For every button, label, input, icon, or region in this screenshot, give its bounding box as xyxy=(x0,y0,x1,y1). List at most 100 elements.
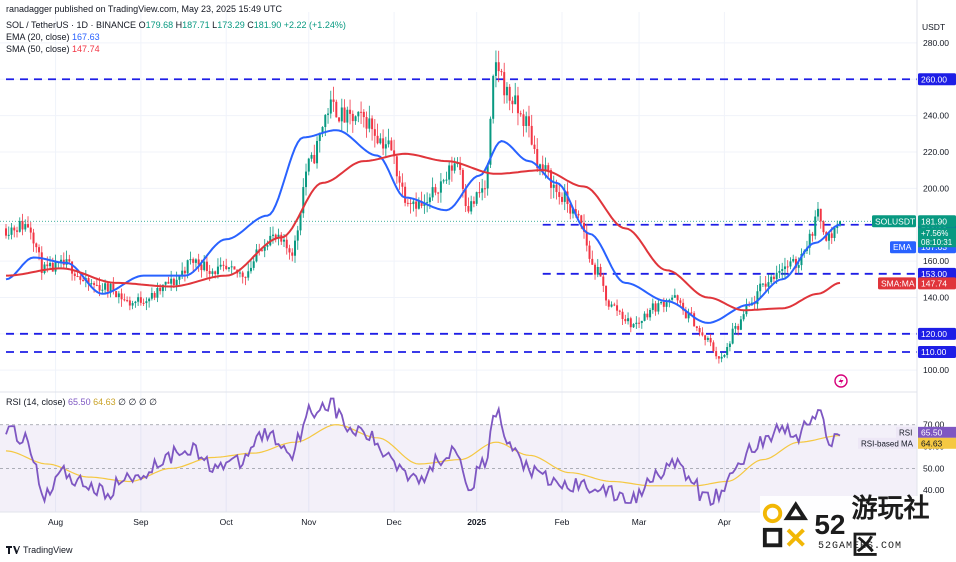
candle-body xyxy=(46,264,49,267)
candle-body xyxy=(563,191,566,202)
candle-body xyxy=(5,228,7,236)
candle-body xyxy=(786,266,789,268)
candle-body xyxy=(538,164,541,169)
candle-body xyxy=(40,252,43,273)
candle-body xyxy=(739,319,742,330)
candle-body xyxy=(241,272,244,277)
candle-body xyxy=(29,227,32,233)
candle-body xyxy=(489,118,492,165)
high-label: H xyxy=(175,20,183,30)
time-tick-label: Nov xyxy=(301,517,317,527)
watermark-number: 52 xyxy=(814,509,846,540)
low-label: L xyxy=(212,20,218,30)
ema-legend[interactable]: EMA (20, close) 167.63 xyxy=(6,32,100,43)
candle-body xyxy=(18,221,21,232)
candle-body xyxy=(183,270,186,274)
sma-line xyxy=(6,152,841,312)
candle-body xyxy=(437,192,440,194)
candle-body xyxy=(379,138,382,144)
tradingview-footer[interactable]: TradingView xyxy=(6,545,73,555)
candle-body xyxy=(673,295,676,298)
candle-body xyxy=(450,165,453,171)
candle-body xyxy=(192,259,195,263)
candle-body xyxy=(393,150,396,157)
candle-body xyxy=(734,326,737,329)
time-tick-label: Apr xyxy=(718,517,731,527)
ema-tag-bg xyxy=(890,241,916,254)
candle-body xyxy=(756,291,759,305)
candle-body xyxy=(338,117,341,122)
candle-body xyxy=(371,118,374,130)
candle-body xyxy=(569,204,572,214)
candle-body xyxy=(346,109,349,123)
candle-body xyxy=(161,284,164,292)
candle-body xyxy=(572,209,575,214)
candle-body xyxy=(461,169,464,189)
candle-body xyxy=(712,342,715,352)
candle-body xyxy=(93,283,96,285)
candle-body xyxy=(704,335,707,340)
sma-value: 147.74 xyxy=(72,44,100,54)
candle-body xyxy=(508,86,511,101)
candle-body xyxy=(360,111,363,113)
candle-body xyxy=(288,248,291,253)
candle-body xyxy=(109,283,112,292)
candle-body xyxy=(227,267,230,269)
candle-body xyxy=(148,298,151,302)
candle-body xyxy=(481,188,484,193)
rsi-line xyxy=(5,397,841,507)
candle-body xyxy=(406,202,409,204)
candle-body xyxy=(260,249,263,251)
candle-body xyxy=(305,171,308,188)
candle-body xyxy=(797,265,800,268)
candle-body xyxy=(294,240,297,256)
candle-body xyxy=(172,278,175,286)
candle-body xyxy=(759,283,762,292)
candle-body xyxy=(247,271,250,278)
candle-body xyxy=(128,300,131,306)
candle-body xyxy=(470,201,473,212)
candle-body xyxy=(382,138,385,149)
candle-body xyxy=(73,273,76,276)
candle-body xyxy=(671,297,674,300)
candle-body xyxy=(588,245,591,259)
sma-label: SMA (50, close) xyxy=(6,44,70,54)
candle-body xyxy=(527,116,530,126)
candle-body xyxy=(131,303,134,306)
candle-body xyxy=(695,326,698,328)
watermark-chinese: 游玩社区 xyxy=(851,493,930,560)
level-tag-110: 110.00 xyxy=(921,347,947,357)
rsi-legend[interactable]: RSI (14, close) 65.50 64.63 ∅ ∅ ∅ ∅ xyxy=(6,397,157,408)
candle-body xyxy=(321,127,324,133)
candle-body xyxy=(602,276,605,286)
candle-body xyxy=(27,224,30,228)
candle-body xyxy=(332,99,335,102)
flash-icon[interactable] xyxy=(834,374,848,388)
candle-body xyxy=(384,144,387,149)
sma-tag: SMA:MA xyxy=(881,278,915,288)
candle-body xyxy=(43,264,46,273)
candle-body xyxy=(76,275,79,277)
candle-body xyxy=(216,266,219,275)
symbol-name[interactable]: SOL / TetherUS · 1D · BINANCE xyxy=(6,20,137,30)
price-axis-unit: USDT xyxy=(922,22,945,32)
candle-body xyxy=(368,118,371,129)
candle-body xyxy=(580,215,583,223)
candle-body xyxy=(263,246,266,251)
candle-body xyxy=(233,266,236,270)
candle-body xyxy=(607,300,610,307)
candle-body xyxy=(814,216,817,236)
time-tick-label: Sep xyxy=(133,517,148,527)
sma-legend[interactable]: SMA (50, close) 147.74 xyxy=(6,44,100,55)
candle-body xyxy=(156,287,159,298)
watermark: 52 游玩社区 52GAMERS.COM xyxy=(760,493,952,560)
symbol-tag: SOLUSDT xyxy=(875,216,915,226)
candle-body xyxy=(313,154,316,164)
moving-average-lines xyxy=(5,129,841,324)
candlesticks xyxy=(5,50,841,364)
time-tick-label: Oct xyxy=(220,517,234,527)
candle-body xyxy=(238,272,241,274)
candle-body xyxy=(423,203,426,206)
time-tick-label: Mar xyxy=(632,517,647,527)
